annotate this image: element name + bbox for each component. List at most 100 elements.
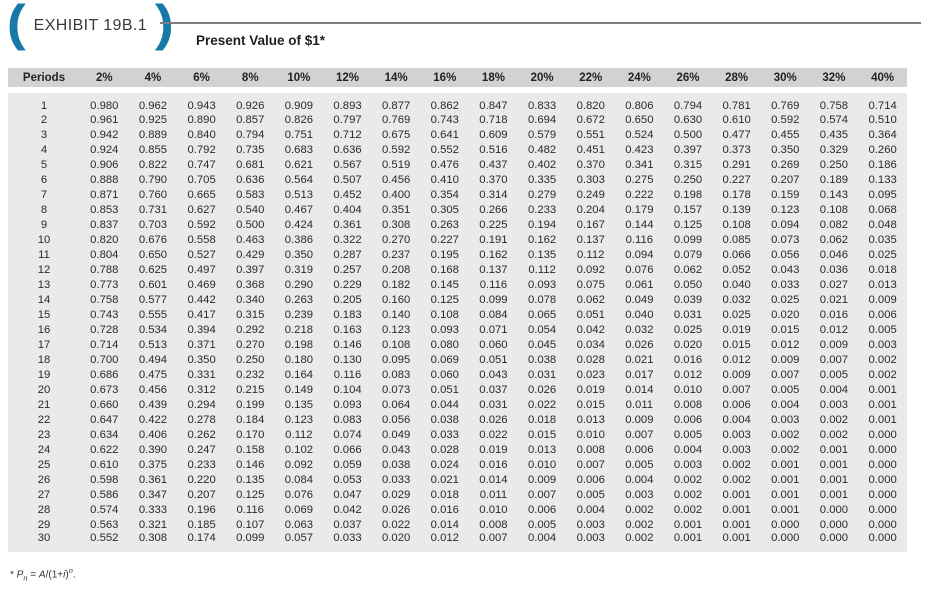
pv-factor-cell: 0.099 bbox=[663, 232, 713, 247]
pv-factor-cell: 0.178 bbox=[712, 187, 761, 202]
pv-factor-cell: 0.162 bbox=[469, 247, 518, 262]
pv-factor-cell: 0.010 bbox=[663, 382, 713, 397]
pv-factor-cell: 0.012 bbox=[809, 322, 859, 337]
pv-factor-cell: 0.002 bbox=[760, 442, 810, 457]
pv-factor-cell: 0.410 bbox=[420, 172, 470, 187]
pv-factor-cell: 0.004 bbox=[615, 472, 664, 487]
pv-factor-cell: 0.233 bbox=[177, 457, 226, 472]
pv-factor-cell: 0.705 bbox=[177, 172, 226, 187]
pv-factor-cell: 0.026 bbox=[615, 337, 664, 352]
pv-factor-cell: 0.451 bbox=[566, 142, 616, 157]
pv-factor-cell: 0.592 bbox=[371, 142, 421, 157]
pv-factor-cell: 0.390 bbox=[128, 442, 178, 457]
pv-factor-cell: 0.002 bbox=[858, 367, 907, 382]
pv-factor-cell: 0.123 bbox=[371, 322, 421, 337]
table-row: 2 0.961 0.925 0.890 0.857 0.826 0.797 0.769 0.74… bbox=[8, 112, 907, 127]
table-row: 28 0.574 0.333 0.196 0.116 0.069 0.042 0.026 0.0… bbox=[8, 502, 907, 517]
pv-factor-cell: 0.017 bbox=[615, 367, 664, 382]
pv-factor-cell: 0.018 bbox=[517, 412, 567, 427]
pv-factor-cell: 0.250 bbox=[663, 172, 713, 187]
pv-factor-cell: 0.071 bbox=[469, 322, 518, 337]
pv-factor-cell: 0.003 bbox=[566, 517, 616, 532]
pv-factor-cell: 0.135 bbox=[274, 397, 324, 412]
pv-factor-cell: 0.003 bbox=[712, 427, 761, 442]
footnote-part: n bbox=[23, 573, 28, 583]
pv-factor-cell: 0.404 bbox=[323, 202, 372, 217]
pv-factor-cell: 0.051 bbox=[420, 382, 470, 397]
table-row: 19 0.686 0.475 0.331 0.232 0.164 0.116 0.083 0.0… bbox=[8, 367, 907, 382]
period-cell: 22 bbox=[8, 412, 80, 427]
pv-factor-cell: 0.422 bbox=[128, 412, 178, 427]
pv-factor-cell: 0.108 bbox=[712, 217, 761, 232]
period-cell: 3 bbox=[8, 127, 80, 142]
table-row: 21 0.660 0.439 0.294 0.199 0.135 0.093 0.064 0.0… bbox=[8, 397, 907, 412]
period-cell: 19 bbox=[8, 367, 80, 382]
pv-factor-cell: 0.064 bbox=[371, 397, 421, 412]
pv-factor-cell: 0.583 bbox=[225, 187, 275, 202]
pv-factor-cell: 0.007 bbox=[517, 487, 567, 502]
pv-factor-cell: 0.368 bbox=[225, 277, 275, 292]
table-row: 4 0.924 0.855 0.792 0.735 0.683 0.636 0.592 0.55… bbox=[8, 142, 907, 157]
pv-factor-cell: 0.013 bbox=[566, 412, 616, 427]
pv-factor-cell: 0.790 bbox=[128, 172, 178, 187]
pv-factor-cell: 0.694 bbox=[517, 112, 567, 127]
pv-factor-cell: 0.013 bbox=[858, 277, 907, 292]
pv-factor-cell: 0.577 bbox=[128, 292, 178, 307]
pv-factor-cell: 0.686 bbox=[80, 367, 129, 382]
period-cell: 25 bbox=[8, 457, 80, 472]
pv-factor-cell: 0.145 bbox=[420, 277, 470, 292]
pv-factor-cell: 0.014 bbox=[615, 382, 664, 397]
pv-factor-cell: 0.207 bbox=[760, 172, 810, 187]
pv-factor-cell: 0.980 bbox=[80, 93, 129, 112]
pv-factor-cell: 0.540 bbox=[225, 202, 275, 217]
pv-factor-cell: 0.636 bbox=[323, 142, 372, 157]
pv-factor-cell: 0.586 bbox=[80, 487, 129, 502]
pv-factor-cell: 0.140 bbox=[371, 307, 421, 322]
pv-factor-cell: 0.247 bbox=[177, 442, 226, 457]
pv-factor-cell: 0.004 bbox=[663, 442, 713, 457]
pv-factor-cell: 0.361 bbox=[128, 472, 178, 487]
pv-factor-cell: 0.804 bbox=[80, 247, 129, 262]
period-cell: 20 bbox=[8, 382, 80, 397]
pv-factor-cell: 0.002 bbox=[615, 502, 664, 517]
pv-factor-cell: 0.002 bbox=[809, 412, 859, 427]
pv-factor-cell: 0.001 bbox=[809, 442, 859, 457]
pv-factor-cell: 0.205 bbox=[323, 292, 372, 307]
pv-factor-cell: 0.010 bbox=[469, 502, 518, 517]
pv-factor-cell: 0.743 bbox=[80, 307, 129, 322]
pv-factor-cell: 0.625 bbox=[128, 262, 178, 277]
header-rule bbox=[160, 22, 921, 24]
pv-factor-cell: 0.592 bbox=[177, 217, 226, 232]
pv-factor-cell: 0.034 bbox=[566, 337, 616, 352]
pv-factor-cell: 0.005 bbox=[760, 382, 810, 397]
footnote-part: * bbox=[10, 569, 17, 581]
pv-factor-cell: 0.270 bbox=[371, 232, 421, 247]
pv-factor-cell: 0.158 bbox=[225, 442, 275, 457]
period-cell: 27 bbox=[8, 487, 80, 502]
pv-factor-cell: 0.018 bbox=[420, 487, 470, 502]
pv-factor-cell: 0.010 bbox=[517, 457, 567, 472]
pv-factor-cell: 0.010 bbox=[566, 427, 616, 442]
pv-factor-cell: 0.019 bbox=[566, 382, 616, 397]
table-row: 12 0.788 0.625 0.497 0.397 0.319 0.257 0.208 0.1… bbox=[8, 262, 907, 277]
pv-factor-cell: 0.207 bbox=[177, 487, 226, 502]
period-cell: 12 bbox=[8, 262, 80, 277]
pv-factor-cell: 0.001 bbox=[712, 487, 761, 502]
period-cell: 14 bbox=[8, 292, 80, 307]
pv-factor-cell: 0.038 bbox=[420, 412, 470, 427]
table-body: 1 0.980 0.962 0.943 0.926 0.909 0.893 0.877 0.86… bbox=[8, 93, 907, 552]
pv-factor-cell: 0.038 bbox=[517, 352, 567, 367]
pv-factor-cell: 0.005 bbox=[663, 427, 713, 442]
pv-factor-cell: 0.006 bbox=[858, 307, 907, 322]
pv-factor-cell: 0.133 bbox=[858, 172, 907, 187]
pv-factor-cell: 0.262 bbox=[177, 427, 226, 442]
pv-factor-cell: 0.002 bbox=[615, 532, 664, 552]
pv-factor-cell: 0.373 bbox=[712, 142, 761, 157]
pv-factor-cell: 0.170 bbox=[225, 427, 275, 442]
pv-factor-cell: 0.333 bbox=[128, 502, 178, 517]
pv-factor-cell: 0.455 bbox=[760, 127, 810, 142]
pv-factor-cell: 0.093 bbox=[517, 277, 567, 292]
pv-factor-cell: 0.822 bbox=[128, 157, 178, 172]
pv-factor-cell: 0.006 bbox=[712, 397, 761, 412]
pv-factor-cell: 0.184 bbox=[225, 412, 275, 427]
